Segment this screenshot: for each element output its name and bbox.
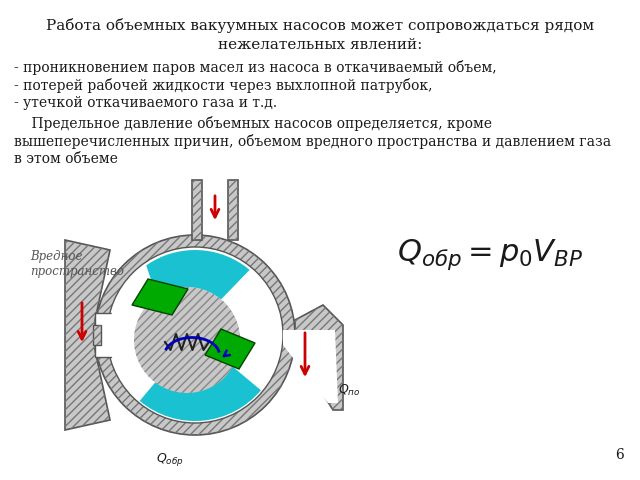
Polygon shape: [295, 305, 343, 410]
Bar: [228, 180, 238, 240]
Text: $Q_{по}$: $Q_{по}$: [338, 383, 360, 397]
Text: - утечкой откачиваемого газа и т.д.: - утечкой откачиваемого газа и т.д.: [14, 96, 277, 110]
Text: в этом объеме: в этом объеме: [14, 152, 118, 166]
Wedge shape: [109, 249, 250, 401]
Text: - проникновением паров масел из насоса в откачиваемый объем,: - проникновением паров масел из насоса в…: [14, 60, 497, 75]
Polygon shape: [65, 240, 110, 430]
Text: $Q_{обр}$: $Q_{обр}$: [156, 451, 184, 468]
Polygon shape: [283, 330, 338, 403]
Text: вышеперечисленных причин, объемом вредного пространства и давлением газа: вышеперечисленных причин, объемом вредно…: [14, 134, 611, 149]
Bar: [192, 180, 202, 240]
Text: Работа объемных вакуумных насосов может сопровождаться рядом: Работа объемных вакуумных насосов может …: [46, 18, 594, 33]
Bar: [93, 325, 101, 345]
Text: Предельное давление объемных насосов определяется, кроме: Предельное давление объемных насосов опр…: [14, 116, 492, 131]
Text: $Q_{обр} = p_0 V_{ВР}$: $Q_{обр} = p_0 V_{ВР}$: [397, 238, 583, 273]
Wedge shape: [140, 335, 261, 421]
Polygon shape: [147, 250, 250, 300]
Bar: [95, 313, 113, 357]
Text: нежелательных явлений:: нежелательных явлений:: [218, 38, 422, 52]
Bar: [192, 180, 202, 240]
Polygon shape: [205, 329, 255, 369]
Text: 6: 6: [616, 448, 625, 462]
Circle shape: [135, 288, 239, 392]
Text: Вредное
пространство: Вредное пространство: [30, 250, 124, 278]
Text: - потерей рабочей жидкости через выхлопной патрубок,: - потерей рабочей жидкости через выхлопн…: [14, 78, 433, 93]
Circle shape: [134, 287, 240, 393]
Polygon shape: [132, 279, 188, 315]
Bar: [93, 325, 101, 345]
Circle shape: [95, 235, 295, 435]
Bar: [228, 180, 238, 240]
Circle shape: [107, 247, 283, 423]
